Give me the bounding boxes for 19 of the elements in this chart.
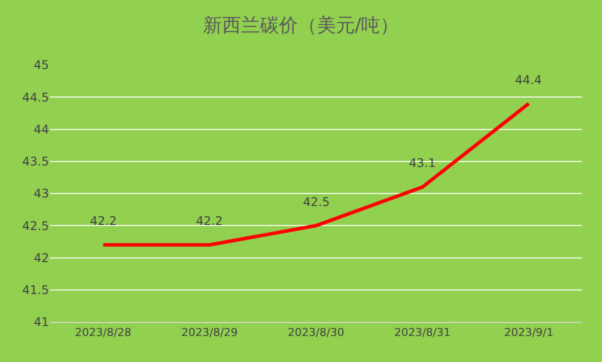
x-tick-label: 2023/8/29 <box>181 326 238 340</box>
data-label: 42.2 <box>90 214 117 228</box>
y-tick-label: 44.5 <box>22 90 49 104</box>
y-tick-label: 42 <box>34 250 49 265</box>
y-tick-label: 41 <box>34 315 49 330</box>
data-label: 44.4 <box>515 73 542 87</box>
y-tick-label: 45 <box>34 58 49 72</box>
y-tick-label: 43 <box>34 186 49 201</box>
y-tick-label: 42.5 <box>22 218 49 233</box>
y-tick-label: 43.5 <box>22 154 49 169</box>
x-tick-label: 2023/8/31 <box>394 326 451 340</box>
data-label: 42.5 <box>303 195 330 209</box>
x-tick-label: 2023/8/28 <box>74 326 132 340</box>
y-tick-label: 41.5 <box>22 283 49 298</box>
data-label: 42.2 <box>196 214 223 228</box>
x-tick-label: 2023/9/1 <box>504 326 554 340</box>
x-tick-label: 2023/8/30 <box>288 326 344 340</box>
chart-title: 新西兰碳价（美元/吨） <box>202 14 400 36</box>
y-tick-label: 44 <box>34 122 49 136</box>
